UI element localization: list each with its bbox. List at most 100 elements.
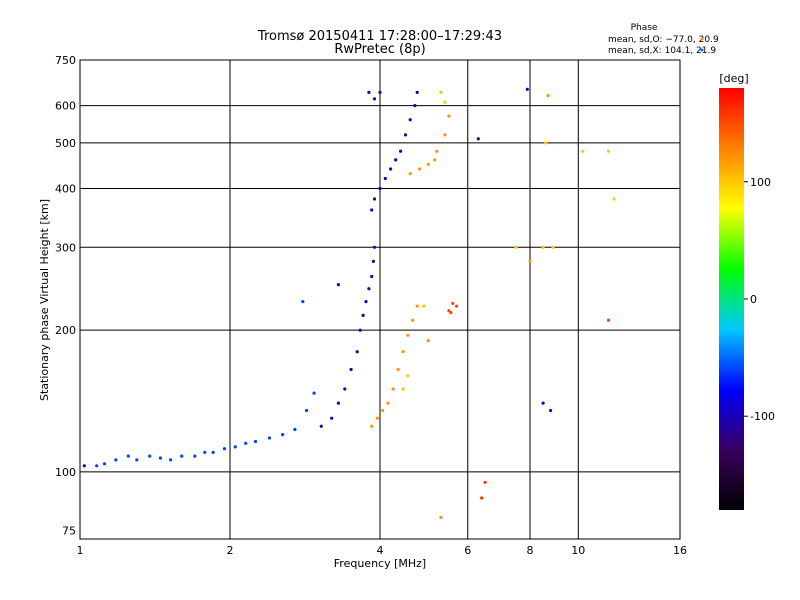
data-point-x [541, 245, 545, 249]
data-point-x [396, 367, 400, 372]
x-tick-label: 1 [77, 544, 84, 557]
data-point-o [193, 454, 197, 458]
data-point-o [361, 313, 365, 317]
data-point-x [480, 496, 484, 500]
data-point-o [383, 176, 387, 181]
data-point-x [408, 172, 412, 176]
data-point-x [546, 94, 550, 98]
colorbar [719, 88, 744, 510]
data-point-x [381, 408, 385, 413]
data-point-o [370, 208, 374, 212]
chart-title: Tromsø 20150411 17:28:00–17:29:43 [257, 29, 502, 44]
data-point-x [514, 245, 518, 249]
legend-marker-x [700, 48, 704, 52]
data-point-x [439, 90, 443, 94]
data-point-o [355, 350, 359, 354]
data-point-x [455, 304, 459, 308]
data-point-o [549, 408, 553, 413]
data-point-x [411, 318, 415, 322]
data-point-o [222, 447, 227, 451]
x-axis-label: Frequency [MHz] [334, 557, 426, 570]
data-point-o [403, 133, 408, 137]
data-point-o [102, 462, 107, 466]
data-point-o [367, 287, 371, 291]
data-point-o [319, 424, 323, 428]
data-point-x [606, 149, 611, 153]
data-point-x [401, 350, 405, 354]
data-point-o [233, 445, 237, 449]
data-point-x [443, 133, 447, 137]
data-point-x [426, 339, 430, 343]
y-tick-label: 400 [55, 182, 76, 195]
data-point-x [370, 424, 374, 428]
y-tick-label: 200 [55, 324, 76, 337]
data-point-x [544, 141, 548, 145]
data-point-o [281, 433, 285, 437]
data-point-x [401, 387, 405, 391]
data-point-o [158, 456, 162, 460]
data-point-x [435, 149, 439, 153]
data-point-o [253, 439, 258, 444]
data-point-o [389, 167, 393, 171]
x-tick-label: 16 [673, 544, 687, 557]
y-tick-layer: 75 100 200 300 400 500 600 750 [55, 54, 76, 538]
data-point-x [606, 318, 611, 322]
y-tick-label: 500 [55, 137, 76, 150]
data-point-o [148, 454, 152, 458]
y-tick-label: 100 [55, 466, 76, 479]
y-tick-label: 300 [55, 241, 76, 254]
legend-entry-o: mean, sd,O: −77.0, 20.9 [608, 35, 719, 45]
data-point-x [447, 114, 451, 118]
data-point-x [447, 309, 451, 313]
grid-layer [80, 60, 680, 539]
data-point-o [267, 436, 272, 440]
x-tick-label: 10 [571, 544, 585, 557]
data-point-x [426, 162, 430, 166]
colorbar-tick-label: 100 [750, 176, 771, 189]
data-point-x [581, 149, 585, 153]
data-point-o [349, 367, 353, 372]
data-point-o [135, 458, 139, 462]
x-tick-label: 4 [377, 544, 384, 557]
data-point-o [415, 90, 419, 94]
data-point-o [399, 149, 403, 153]
colorbar-label: [deg] [719, 72, 748, 85]
data-point-o [413, 104, 417, 108]
data-point-o [378, 186, 382, 191]
data-point-o [114, 458, 118, 462]
legend-entry-x: mean, sd,X: 104.1, 21.9 [608, 46, 716, 56]
data-point-o [476, 137, 480, 141]
y-tick-label: 75 [62, 525, 76, 538]
data-point-o [336, 283, 340, 287]
colorbar-tick-label: -100 [750, 410, 775, 423]
data-point-x [415, 304, 419, 308]
data-point-o [169, 458, 173, 462]
data-point-x [451, 301, 455, 305]
data-point-o [305, 408, 309, 413]
x-tick-label: 8 [527, 544, 534, 557]
data-point-x [406, 374, 410, 378]
data-point-x [406, 333, 410, 337]
y-axis-label: Stationary phase Virtual Height [km] [38, 199, 51, 401]
y-tick-label: 600 [55, 100, 76, 113]
data-point-o [371, 259, 375, 263]
data-point-o [358, 328, 362, 332]
x-tick-label: 6 [464, 544, 471, 557]
legend-title: Phase [631, 23, 658, 33]
legend-marker-o [700, 37, 704, 41]
data-point-o [336, 401, 340, 405]
data-point-x [528, 259, 532, 263]
data-point-x [551, 245, 555, 249]
colorbar-ticks: 100 0 -100 [744, 176, 775, 423]
data-point-o [525, 87, 529, 91]
data-point-x [386, 401, 390, 405]
data-point-o [408, 118, 412, 122]
data-point-o [394, 158, 398, 162]
data-point-o [367, 90, 371, 94]
data-point-x [422, 304, 426, 308]
data-point-o [372, 245, 377, 249]
data-point-o [541, 401, 545, 405]
data-point-x [612, 197, 616, 201]
data-point-o [180, 454, 184, 458]
data-point-o [372, 197, 377, 201]
